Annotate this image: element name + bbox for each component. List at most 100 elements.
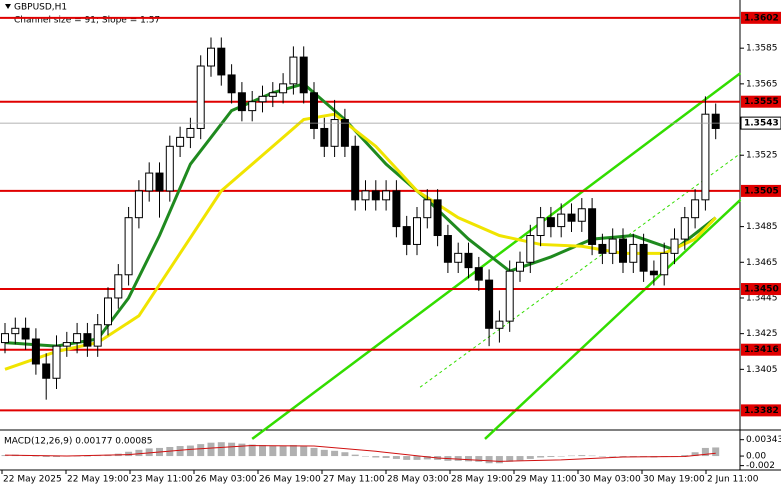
candle-body [443,235,452,263]
level-label-box [741,404,781,417]
candle-body [73,333,82,344]
macd-bar [135,449,143,457]
symbol-arrow [5,4,11,9]
candle-body [577,208,586,222]
candle-body [670,238,679,254]
candle-body [433,199,442,237]
candle-body [279,83,288,94]
candle-body [11,327,20,335]
channel-line [484,198,742,440]
macd-bar [681,455,689,457]
candle-body [165,145,174,192]
macd-bar [701,447,709,457]
macd-bar [691,452,699,457]
macd-bar [578,455,586,457]
macd-bar [125,451,133,457]
level-label: 1.3450 [744,285,779,295]
candle-body [155,172,164,192]
candle-body [423,199,432,219]
candle-body [258,95,267,103]
candle-body [588,208,597,245]
candle-body [639,243,648,272]
macd-bar [228,442,236,457]
macd-bar [382,456,390,458]
macd-bar [372,456,380,458]
macd-bar [609,456,617,457]
macd-y-tick-label: -0.002 [746,461,775,471]
candle-body [351,145,360,201]
candle-body [454,252,463,263]
y-tick-label: 1.3585 [746,44,778,54]
candle-body [134,190,143,219]
macd-bar [145,448,153,457]
candle-body [474,267,483,281]
macd-bar [712,447,720,457]
level-label: 1.3505 [744,186,779,196]
macd-bar [53,456,60,458]
macd-bar [341,452,349,457]
candle-body [320,127,329,147]
macd-bar [207,442,215,457]
candle-body [21,327,30,340]
candle-body [1,333,9,344]
candle-body [619,238,627,263]
candle-body [176,136,185,147]
x-tick-label: 22 May 2025 [3,475,62,485]
candle-body [93,324,102,347]
macd-bar [588,455,596,457]
macd-bar [537,456,545,458]
macd-signal [4,445,716,462]
level-label: 1.3555 [744,97,779,107]
level-label-box [741,283,781,296]
x-tick-label: 27 May 11:00 [323,475,385,485]
candle-body [546,217,555,228]
macd-bar [629,456,637,457]
candle-body [495,320,504,329]
x-tick-label: 29 May 11:00 [515,475,577,485]
level-label: 1.3416 [744,345,779,355]
candle-body [248,101,257,112]
y-tick-label: 1.3525 [746,151,778,161]
candle-body [526,235,535,263]
macd-bar [186,445,194,457]
candle-body [711,113,720,129]
candle-body [42,363,51,379]
candle-body [310,92,318,129]
macd-bar [516,456,524,461]
candle-body [83,333,92,347]
candle-body [196,65,205,129]
candle-body [485,279,494,329]
level-label-box [741,11,781,24]
chart-subtitle: Channel size = 91; Slope = 1.57 [14,16,160,26]
candle-body [608,238,617,254]
y-tick-label: 1.3465 [746,258,778,268]
level-label: 1.3382 [744,406,779,416]
macd-bar [454,456,462,461]
macd-bar [331,450,339,457]
candle-body [52,345,61,379]
candle-body [701,113,710,201]
macd-bar [598,456,606,457]
macd-bar [475,456,483,462]
candle-body [114,274,123,299]
candle-body [145,172,154,192]
x-tick-label: 26 May 19:00 [259,475,321,485]
x-tick-label: 28 May 03:00 [387,475,449,485]
candle-body [237,92,246,112]
y-tick-label: 1.3405 [746,365,778,375]
macd-bar [197,444,205,457]
macd-bar [279,445,287,457]
candle-body [31,338,40,365]
current-price-box [740,116,781,130]
candle-body [691,199,700,219]
candle-body [62,342,71,347]
macd-bar [176,446,184,457]
channel-line [251,72,742,440]
macd-bar [362,456,369,457]
candle-body [382,190,391,201]
macd-y-tick-label: 0.00 [746,452,766,462]
macd-bar [83,456,91,457]
macd-bar [413,456,421,460]
candle-body [217,47,226,76]
